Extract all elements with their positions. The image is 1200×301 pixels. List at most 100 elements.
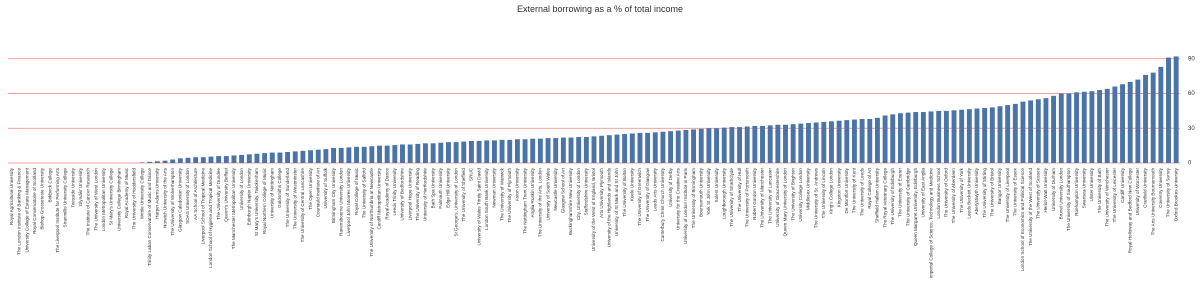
bar — [951, 110, 957, 163]
x-tick-label: Ulster University — [1089, 167, 1094, 201]
bar — [177, 158, 183, 163]
bar — [698, 128, 704, 163]
x-tick-label: The University of Leicester — [1112, 168, 1117, 223]
bar — [683, 129, 689, 163]
x-tick-label: University of East Anglia — [921, 168, 926, 218]
x-tick-label: The University of Strathclyde — [729, 168, 734, 227]
x-tick-label: St George's, University of London — [453, 168, 458, 237]
x-tick-label: The University of Reading — [415, 168, 420, 221]
bar — [691, 129, 697, 163]
x-tick-label: Keele University — [630, 167, 635, 201]
x-tick-label: Kingston University — [836, 167, 841, 207]
bar — [1173, 56, 1179, 163]
y-tick-label: 0 — [1188, 161, 1192, 167]
x-tick-label: Teesside University — [70, 167, 75, 207]
bar — [269, 152, 275, 163]
bar — [468, 140, 474, 163]
x-tick-label: Harper Adams University — [155, 167, 160, 219]
x-tick-label: Royal Northern College of Music — [262, 167, 267, 234]
bar — [729, 127, 735, 163]
bar — [660, 131, 666, 163]
x-tick-label: University for the Creative Arts — [675, 167, 680, 230]
bar — [1150, 72, 1156, 163]
bar — [583, 136, 589, 163]
x-tick-label: The Liverpool Institute for Performing A… — [55, 167, 60, 252]
x-tick-label: The University of Westminster — [292, 168, 297, 230]
x-tick-label: The University of Birmingham — [691, 168, 696, 228]
bar — [928, 111, 934, 163]
bar — [1104, 88, 1110, 163]
x-tick-label: SOAS University of London — [185, 168, 190, 224]
x-tick-label: The University of Essex — [1013, 167, 1018, 216]
bar — [438, 142, 444, 163]
bar — [476, 140, 482, 163]
x-tick-label: London Business School — [936, 168, 941, 219]
bar — [767, 125, 773, 163]
x-tick-label: Aberystwyth University — [974, 167, 979, 214]
x-tick-label: Liverpool School of Tropical Medicine — [201, 168, 206, 245]
bar — [361, 146, 367, 163]
bar — [614, 134, 620, 163]
x-tick-label: London School of Economics and Political… — [1020, 168, 1025, 272]
bar — [760, 125, 765, 163]
bar — [959, 109, 965, 163]
x-tick-label: University of Bedfordshire — [400, 168, 405, 221]
x-tick-label: The University of West London — [93, 168, 98, 231]
x-tick-label: Newman University — [492, 167, 497, 207]
x-tick-label: Cranfield University — [1143, 167, 1148, 208]
bar — [407, 144, 413, 163]
bar — [790, 124, 796, 163]
x-tick-label: The University of Surrey — [1166, 167, 1171, 217]
x-tick-label: The University of Kent — [852, 167, 857, 213]
bar — [292, 151, 298, 163]
bar — [936, 110, 942, 163]
x-tick-label: Queen Margaret University, Edinburgh — [913, 168, 918, 246]
x-tick-label: The University of Sheffield — [461, 168, 466, 222]
x-tick-label: Royal Academy of Music — [124, 167, 129, 218]
x-tick-label: University of the West of England, Brist… — [591, 168, 596, 251]
bar — [874, 117, 880, 163]
x-tick-label: The University of Wolverhampton — [170, 168, 175, 236]
x-tick-label: Royal Conservatoire of Scotland — [32, 168, 37, 234]
bar — [323, 149, 329, 163]
bar — [530, 138, 536, 163]
bar — [338, 147, 344, 163]
x-tick-label: University of Gloucestershire — [775, 168, 780, 227]
x-tick-label: The Royal Veterinary College — [882, 168, 887, 228]
bar — [185, 157, 191, 163]
x-tick-label: The University of Exeter — [898, 168, 903, 217]
x-tick-label: The University of Winchester — [1104, 168, 1109, 227]
bar — [859, 118, 865, 163]
bar — [943, 110, 949, 163]
bar — [1005, 105, 1011, 163]
x-tick-label: The University of Bath — [1097, 168, 1102, 214]
bar — [308, 150, 314, 163]
bar — [415, 143, 421, 163]
bar — [813, 122, 819, 163]
bar — [239, 154, 245, 163]
x-tick-label: Imperial College of Science, Technology … — [928, 168, 933, 279]
bar — [162, 160, 168, 163]
x-tick-label: The London Institute of Banking & Financ… — [17, 168, 22, 255]
x-tick-label: Edinburgh Napier University — [247, 167, 252, 225]
bar — [1012, 103, 1018, 163]
bar — [208, 156, 214, 163]
x-tick-label: University of Suffolk — [323, 167, 328, 208]
bar — [1035, 99, 1041, 163]
x-tick-label: Sheffield Hallam University — [875, 167, 880, 223]
bar — [453, 142, 459, 163]
x-tick-label: University College of Estate Management — [24, 167, 29, 252]
bar — [400, 144, 405, 163]
bar — [262, 153, 268, 163]
bar — [752, 125, 758, 163]
bar — [560, 137, 566, 163]
x-tick-label: The Open University — [308, 167, 313, 210]
bar — [514, 139, 520, 163]
x-tick-label: Bath Spa University — [430, 167, 435, 208]
bar — [982, 107, 988, 163]
bar — [170, 159, 176, 163]
x-tick-label: Robert Gordon University — [752, 167, 757, 220]
x-tick-label: Goldsmiths College — [277, 168, 282, 208]
x-tick-label: Royal College of Music — [354, 167, 359, 215]
bar — [216, 156, 222, 163]
